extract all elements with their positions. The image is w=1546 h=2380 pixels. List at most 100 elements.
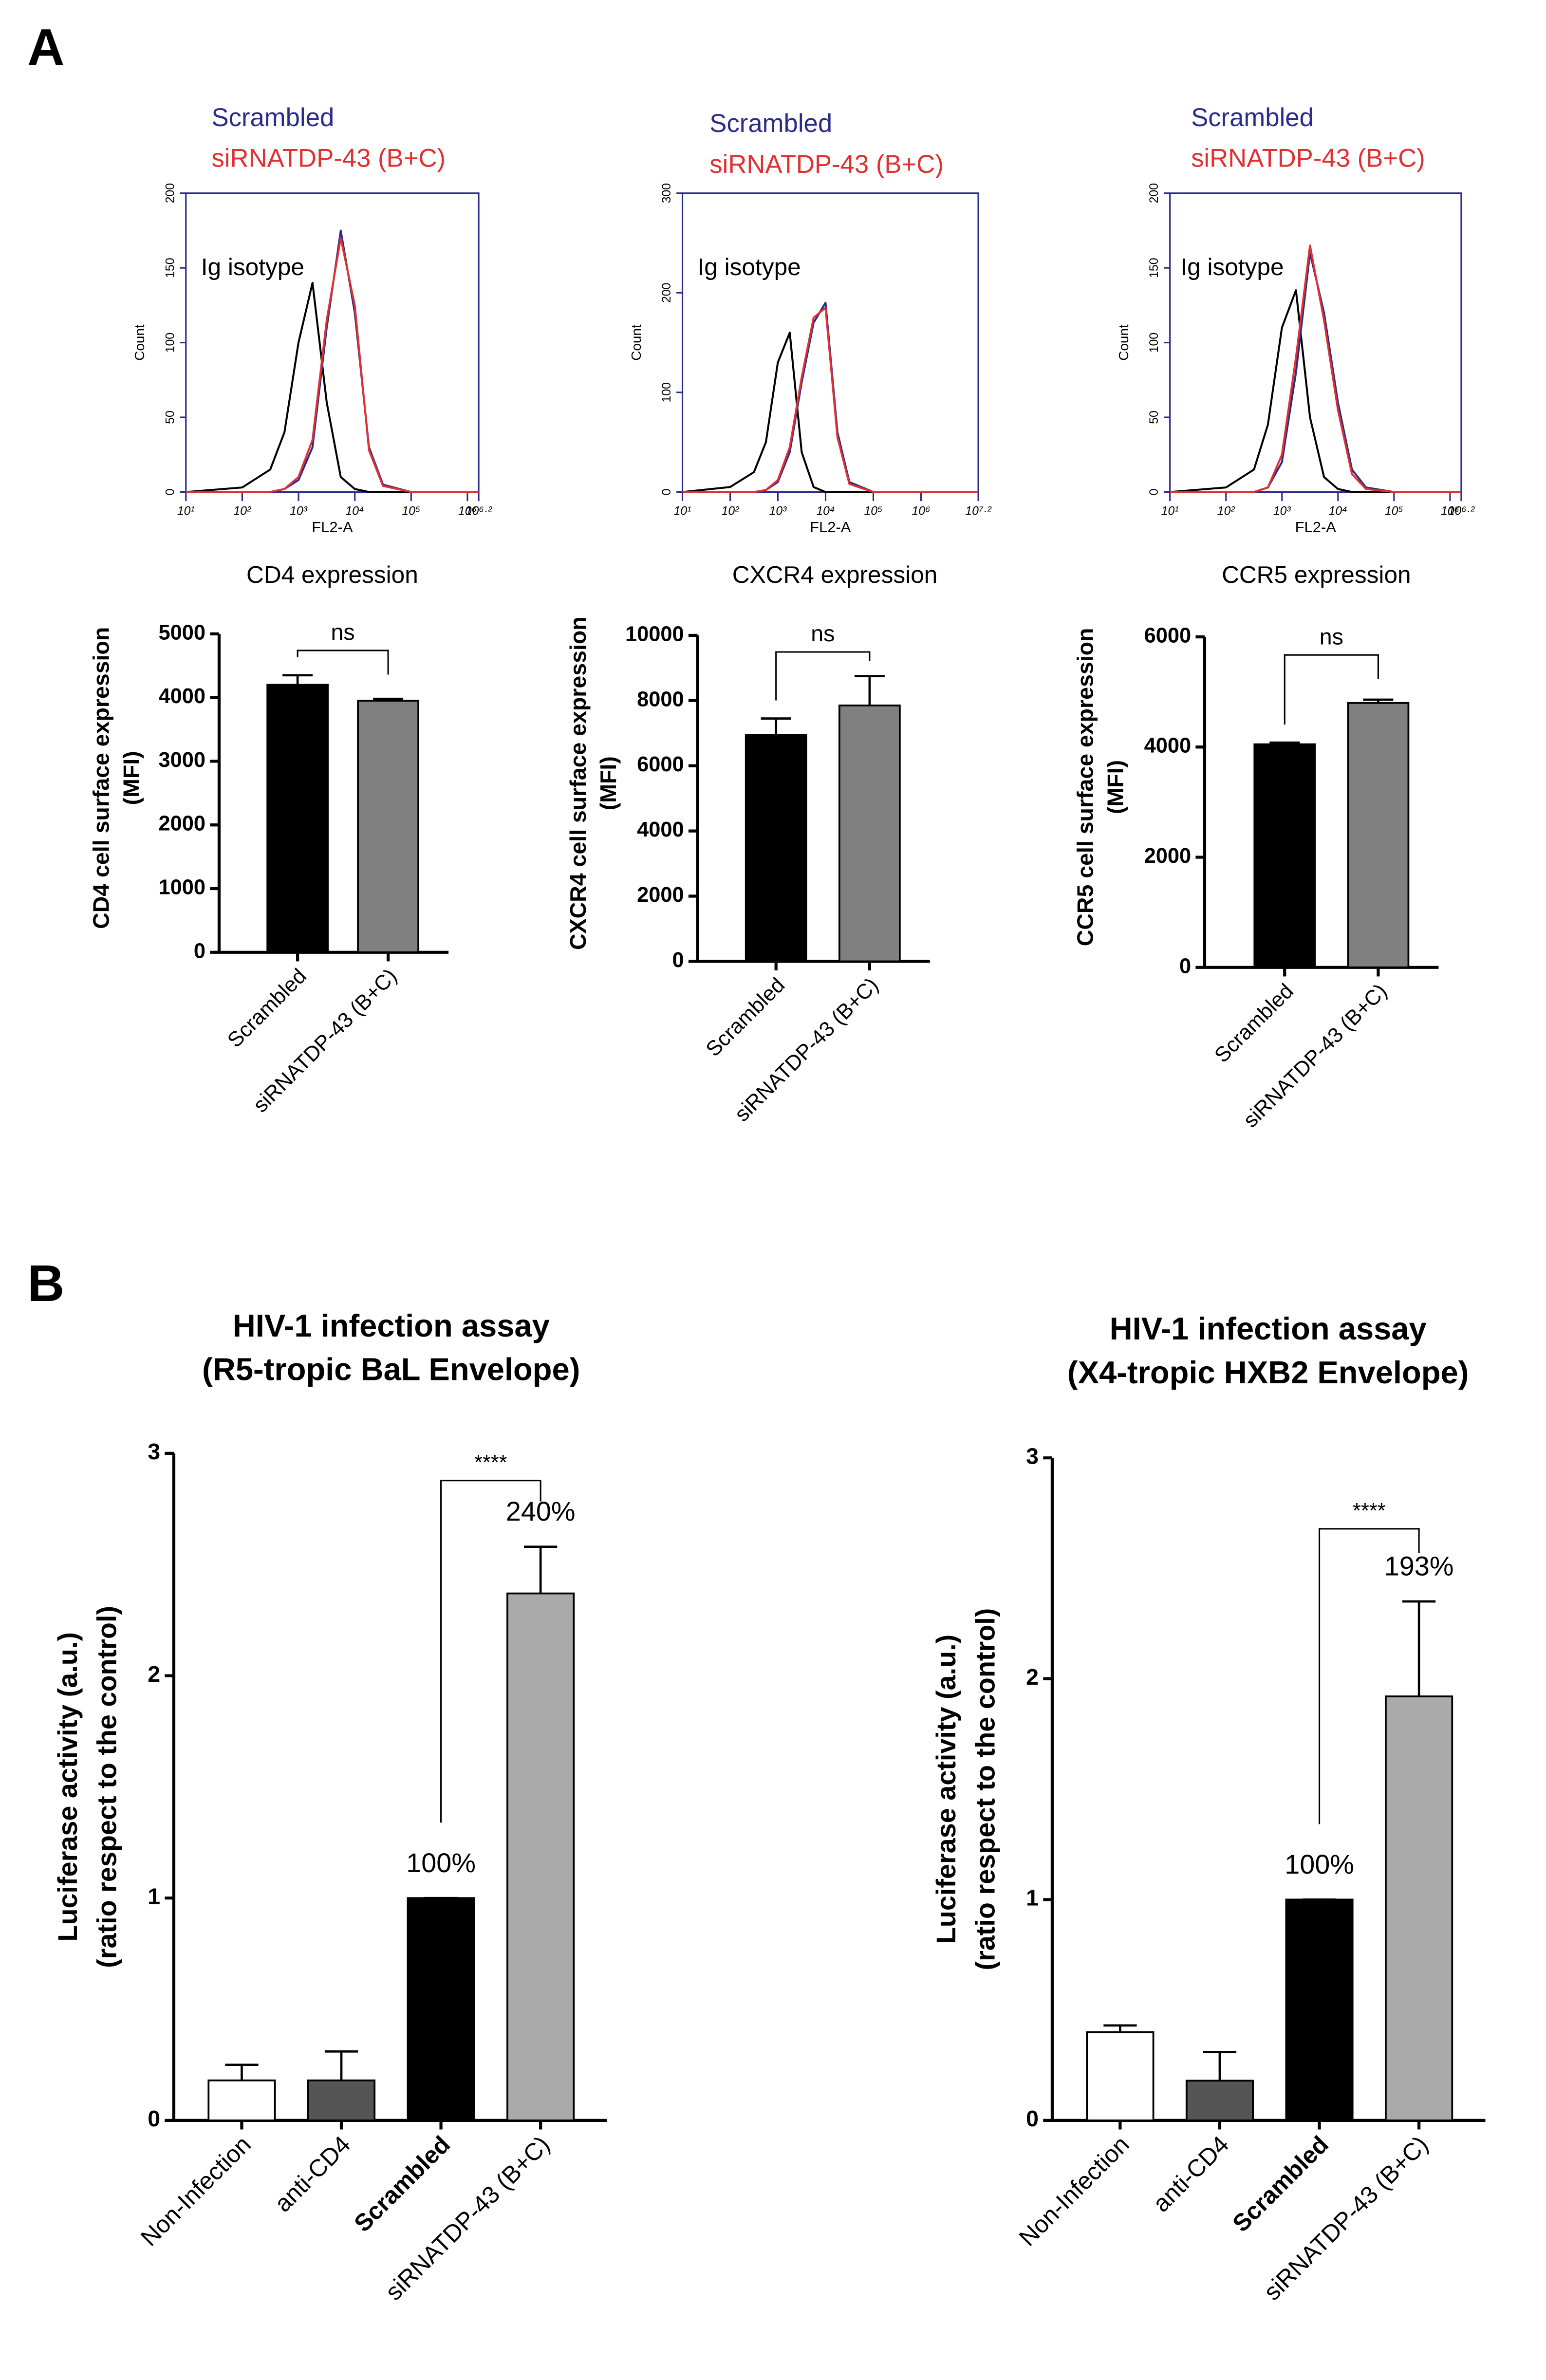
- x-tick-label: 10³: [1273, 504, 1291, 518]
- y-axis-label: Count: [629, 324, 644, 361]
- y-tick-label: 1000: [159, 875, 206, 899]
- subtitle: CXCR4 expression: [732, 561, 938, 588]
- y-axis-label: Count: [132, 324, 147, 361]
- x-tick-label: Scrambled: [702, 973, 790, 1061]
- y-tick-label: 2000: [159, 812, 206, 836]
- significance-bracket: [1284, 654, 1379, 725]
- x-tick-label: siRNATDP-43 (B+C): [1258, 2131, 1433, 2306]
- histogram-line: [682, 301, 979, 493]
- significance-label: ns: [1320, 624, 1343, 649]
- y-tick-label: 10000: [625, 622, 684, 646]
- chart-title: HIV-1 infection assay: [233, 1308, 550, 1343]
- significance-bracket: [775, 651, 871, 701]
- legend-entry: Scrambled: [709, 109, 832, 138]
- chart-title: (R5-tropic BaL Envelope): [202, 1352, 580, 1387]
- annotation: Ig isotype: [201, 253, 304, 280]
- y-axis-label: Luciferase activity (a.u.): [52, 1632, 83, 1942]
- y-tick-label: 0: [164, 489, 177, 496]
- significance-bracket: [1318, 1528, 1420, 1824]
- y-tick-label: 4000: [1144, 734, 1192, 758]
- y-tick-label: 4000: [637, 818, 684, 841]
- plot-frame: [185, 192, 480, 493]
- bar: [407, 1897, 475, 2121]
- x-tick-label: 10⁵: [864, 504, 882, 518]
- y-tick-label: 100: [1148, 333, 1161, 353]
- y-tick-label: 2000: [1144, 844, 1192, 868]
- significance-bracket: [440, 1480, 541, 1823]
- x-tick-label: 10⁶·²: [466, 504, 492, 518]
- legend-entry: siRNATDP-43 (B+C): [709, 150, 944, 179]
- x-tick-label: Scrambled: [1227, 2131, 1334, 2237]
- x-tick-label: siRNATDP-43 (B+C): [380, 2131, 555, 2306]
- y-axis-label: CXCR4 cell surface expression: [565, 616, 591, 950]
- legend-entry: Scrambled: [1191, 103, 1314, 132]
- plot-frame: [681, 192, 979, 493]
- bar: [745, 734, 807, 963]
- value-label: 100%: [406, 1847, 476, 1878]
- x-tick-label: Scrambled: [1210, 979, 1298, 1067]
- y-tick-label: 150: [1148, 258, 1161, 278]
- histogram-line: [1170, 244, 1461, 493]
- y-tick-label: 200: [1148, 183, 1161, 203]
- x-tick-label: 10²: [722, 504, 740, 518]
- bar: [266, 684, 329, 953]
- y-tick-label: 4000: [159, 685, 206, 708]
- legend-entry: Scrambled: [211, 103, 334, 132]
- y-tick-label: 5000: [159, 621, 206, 644]
- histogram-line: [1170, 252, 1461, 493]
- x-tick-label: 10³: [290, 504, 308, 518]
- y-tick-label: 0: [660, 489, 673, 496]
- x-tick-label: 10⁶: [912, 504, 931, 518]
- y-tick-label: 0: [1026, 2106, 1039, 2131]
- x-tick-label: 10¹: [177, 504, 195, 518]
- x-tick-label: 10⁶·²: [1448, 504, 1475, 518]
- x-tick-label: 10¹: [674, 504, 691, 518]
- histogram-line: [682, 332, 979, 493]
- significance-label: ****: [474, 1451, 507, 1474]
- y-tick-label: 1: [148, 1883, 160, 1909]
- x-tick-label: Scrambled: [223, 964, 311, 1052]
- y-tick-label: 3000: [159, 748, 206, 772]
- y-tick-label: 200: [164, 183, 177, 203]
- x-tick-label: 10⁴: [816, 504, 835, 518]
- bar: [838, 704, 901, 963]
- y-tick-label: 2000: [637, 883, 684, 907]
- bar: [1253, 743, 1316, 968]
- y-tick-label: 0: [1148, 489, 1161, 496]
- y-axis-label: (ratio respect to the control): [969, 1608, 1000, 1971]
- legend-entry: siRNATDP-43 (B+C): [211, 144, 446, 172]
- x-tick-label: 10⁵: [1385, 504, 1403, 518]
- y-tick-label: 150: [164, 258, 177, 278]
- significance-bracket: [297, 650, 389, 675]
- x-tick-label: Non-Infection: [1014, 2131, 1135, 2251]
- y-axis-label: (ratio respect to the control): [91, 1606, 122, 1968]
- value-label: 100%: [1285, 1849, 1354, 1879]
- histogram-line: [1170, 289, 1461, 493]
- x-tick-label: anti-CD4: [1147, 2131, 1234, 2217]
- x-tick-label: 10⁷·²: [965, 504, 991, 518]
- histogram-line: [682, 306, 979, 493]
- bar: [1347, 702, 1410, 968]
- y-axis-label: (MFI): [596, 756, 621, 810]
- y-tick-label: 50: [1148, 410, 1161, 424]
- x-tick-label: anti-CD4: [269, 2131, 356, 2217]
- bar: [307, 2079, 376, 2121]
- y-tick-label: 100: [660, 382, 673, 402]
- significance-label: ns: [331, 619, 355, 645]
- x-tick-label: 10²: [1217, 504, 1235, 518]
- y-tick-label: 3: [148, 1439, 160, 1464]
- subtitle: CCR5 expression: [1222, 561, 1411, 588]
- y-tick-label: 0: [148, 2106, 160, 2131]
- bar: [357, 700, 419, 953]
- annotation: Ig isotype: [698, 253, 801, 280]
- plot-frame: [1169, 192, 1462, 493]
- x-tick-label: Non-Infection: [135, 2131, 256, 2251]
- x-tick-label: 10⁶: [1441, 504, 1459, 518]
- y-axis-label: Count: [1116, 324, 1131, 361]
- x-tick-label: 10⁴: [1329, 504, 1347, 518]
- bar: [207, 2079, 276, 2121]
- x-tick-label: 10⁶: [458, 504, 477, 518]
- x-tick-label: 10³: [769, 504, 787, 518]
- chart-title: HIV-1 infection assay: [1110, 1311, 1427, 1346]
